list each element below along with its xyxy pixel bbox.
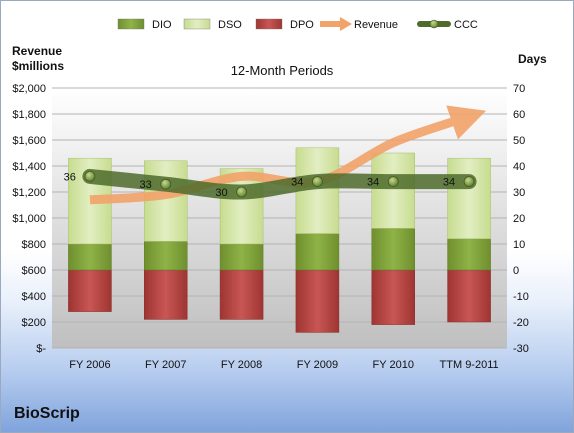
y-right-tick-label: 20 bbox=[513, 213, 525, 225]
ccc-data-label: 30 bbox=[215, 187, 227, 199]
y-left-tick-label: $600 bbox=[22, 265, 46, 277]
ccc-point bbox=[387, 176, 399, 188]
y-left-tick-label: $1,200 bbox=[12, 187, 46, 199]
y-left-tick-label: $800 bbox=[22, 239, 46, 251]
ccc-data-label: 36 bbox=[64, 171, 76, 183]
bar-dio bbox=[295, 233, 340, 271]
legend-arrowhead bbox=[340, 17, 352, 31]
bar-dio bbox=[447, 238, 491, 271]
legend-ccc-dot bbox=[429, 19, 439, 29]
y-left-tick-label: $1,600 bbox=[12, 135, 46, 147]
legend-label-ccc: CCC bbox=[454, 19, 478, 31]
bar-dpo bbox=[144, 269, 188, 320]
lines: 36 33 30 34 34 34 bbox=[64, 105, 487, 205]
bar-dio bbox=[68, 243, 112, 271]
y-left-tick-label: $2,000 bbox=[12, 83, 46, 95]
y-right-tick-label: 10 bbox=[513, 239, 525, 251]
bar-dio bbox=[371, 228, 415, 271]
bars bbox=[68, 147, 491, 333]
y-right-tick-label: 0 bbox=[513, 265, 519, 277]
x-tick-label: FY 2010 bbox=[373, 359, 414, 371]
y-left-tick-label: $- bbox=[36, 343, 46, 355]
ccc-point bbox=[312, 176, 323, 188]
bar-dpo bbox=[447, 269, 491, 323]
y-left-tick-label: $200 bbox=[22, 317, 46, 329]
legend-label-dio: DIO bbox=[152, 19, 172, 31]
brand-name: BioScrip bbox=[14, 405, 80, 422]
legend-label-dpo: DPO bbox=[290, 19, 314, 31]
x-tick-label: FY 2009 bbox=[297, 359, 338, 371]
y-right-tick-label: -20 bbox=[513, 317, 529, 329]
bar-dpo bbox=[219, 269, 264, 320]
bar-dso bbox=[144, 160, 188, 242]
x-tick-label: FY 2008 bbox=[221, 359, 262, 371]
legend-label-dso: DSO bbox=[218, 19, 242, 31]
ccc-point bbox=[463, 176, 475, 188]
x-ticks: FY 2006 FY 2007 FY 2008 FY 2009 FY 2010 TTM 9… bbox=[69, 359, 498, 371]
legend: DIO DSO DPO Revenue CCC bbox=[117, 17, 478, 31]
chart-title: 12-Month Periods bbox=[231, 63, 334, 78]
legend-swatch-dpo bbox=[255, 18, 283, 30]
bar-dio bbox=[219, 243, 264, 271]
x-tick-label: TTM 9-2011 bbox=[440, 359, 499, 371]
bar-dpo bbox=[295, 269, 340, 333]
legend-label-revenue: Revenue bbox=[354, 19, 398, 31]
y-left-ticks: $2,000 $1,800 $1,600 $1,400 $1,200 $1,000 $800… bbox=[12, 83, 46, 355]
y-right-tick-label: 30 bbox=[513, 187, 525, 199]
x-tick-label: FY 2007 bbox=[145, 359, 186, 371]
ccc-data-label: 34 bbox=[291, 177, 303, 189]
y-right-tick-label: 60 bbox=[513, 109, 525, 121]
ccc-point bbox=[236, 186, 247, 198]
y-right-tick-label: 40 bbox=[513, 161, 525, 173]
y-left-tick-label: $1,000 bbox=[12, 213, 46, 225]
legend-swatch-dio bbox=[117, 18, 145, 30]
x-tick-label: FY 2006 bbox=[69, 359, 110, 371]
bar-dso bbox=[447, 157, 491, 240]
y-left-label-line2: $millions bbox=[12, 59, 64, 73]
y-right-tick-label: 50 bbox=[513, 135, 525, 147]
y-right-tick-label: -30 bbox=[513, 343, 529, 355]
ccc-point bbox=[160, 178, 172, 190]
y-left-tick-label: $1,800 bbox=[12, 109, 46, 121]
bar-dpo bbox=[371, 269, 415, 325]
ccc-data-label: 34 bbox=[367, 177, 379, 189]
y-right-tick-label: 70 bbox=[513, 83, 525, 95]
gridlines bbox=[52, 87, 507, 349]
y-left-label-line1: Revenue bbox=[12, 44, 62, 58]
y-right-label: Days bbox=[518, 52, 547, 66]
ccc-data-label: 34 bbox=[443, 177, 455, 189]
bar-dso bbox=[371, 152, 415, 229]
ccc-point bbox=[84, 170, 96, 182]
ccc-data-label: 33 bbox=[140, 179, 152, 191]
series-ccc-line bbox=[82, 168, 477, 200]
y-right-ticks: 70 60 50 40 30 20 10 0 -10 -20 -30 bbox=[513, 83, 529, 355]
bar-dpo bbox=[68, 269, 112, 312]
legend-swatch-dso bbox=[183, 18, 211, 30]
y-left-tick-label: $1,400 bbox=[12, 161, 46, 173]
bar-dio bbox=[144, 241, 188, 271]
y-right-tick-label: -10 bbox=[513, 291, 529, 303]
y-left-tick-label: $400 bbox=[22, 291, 46, 303]
